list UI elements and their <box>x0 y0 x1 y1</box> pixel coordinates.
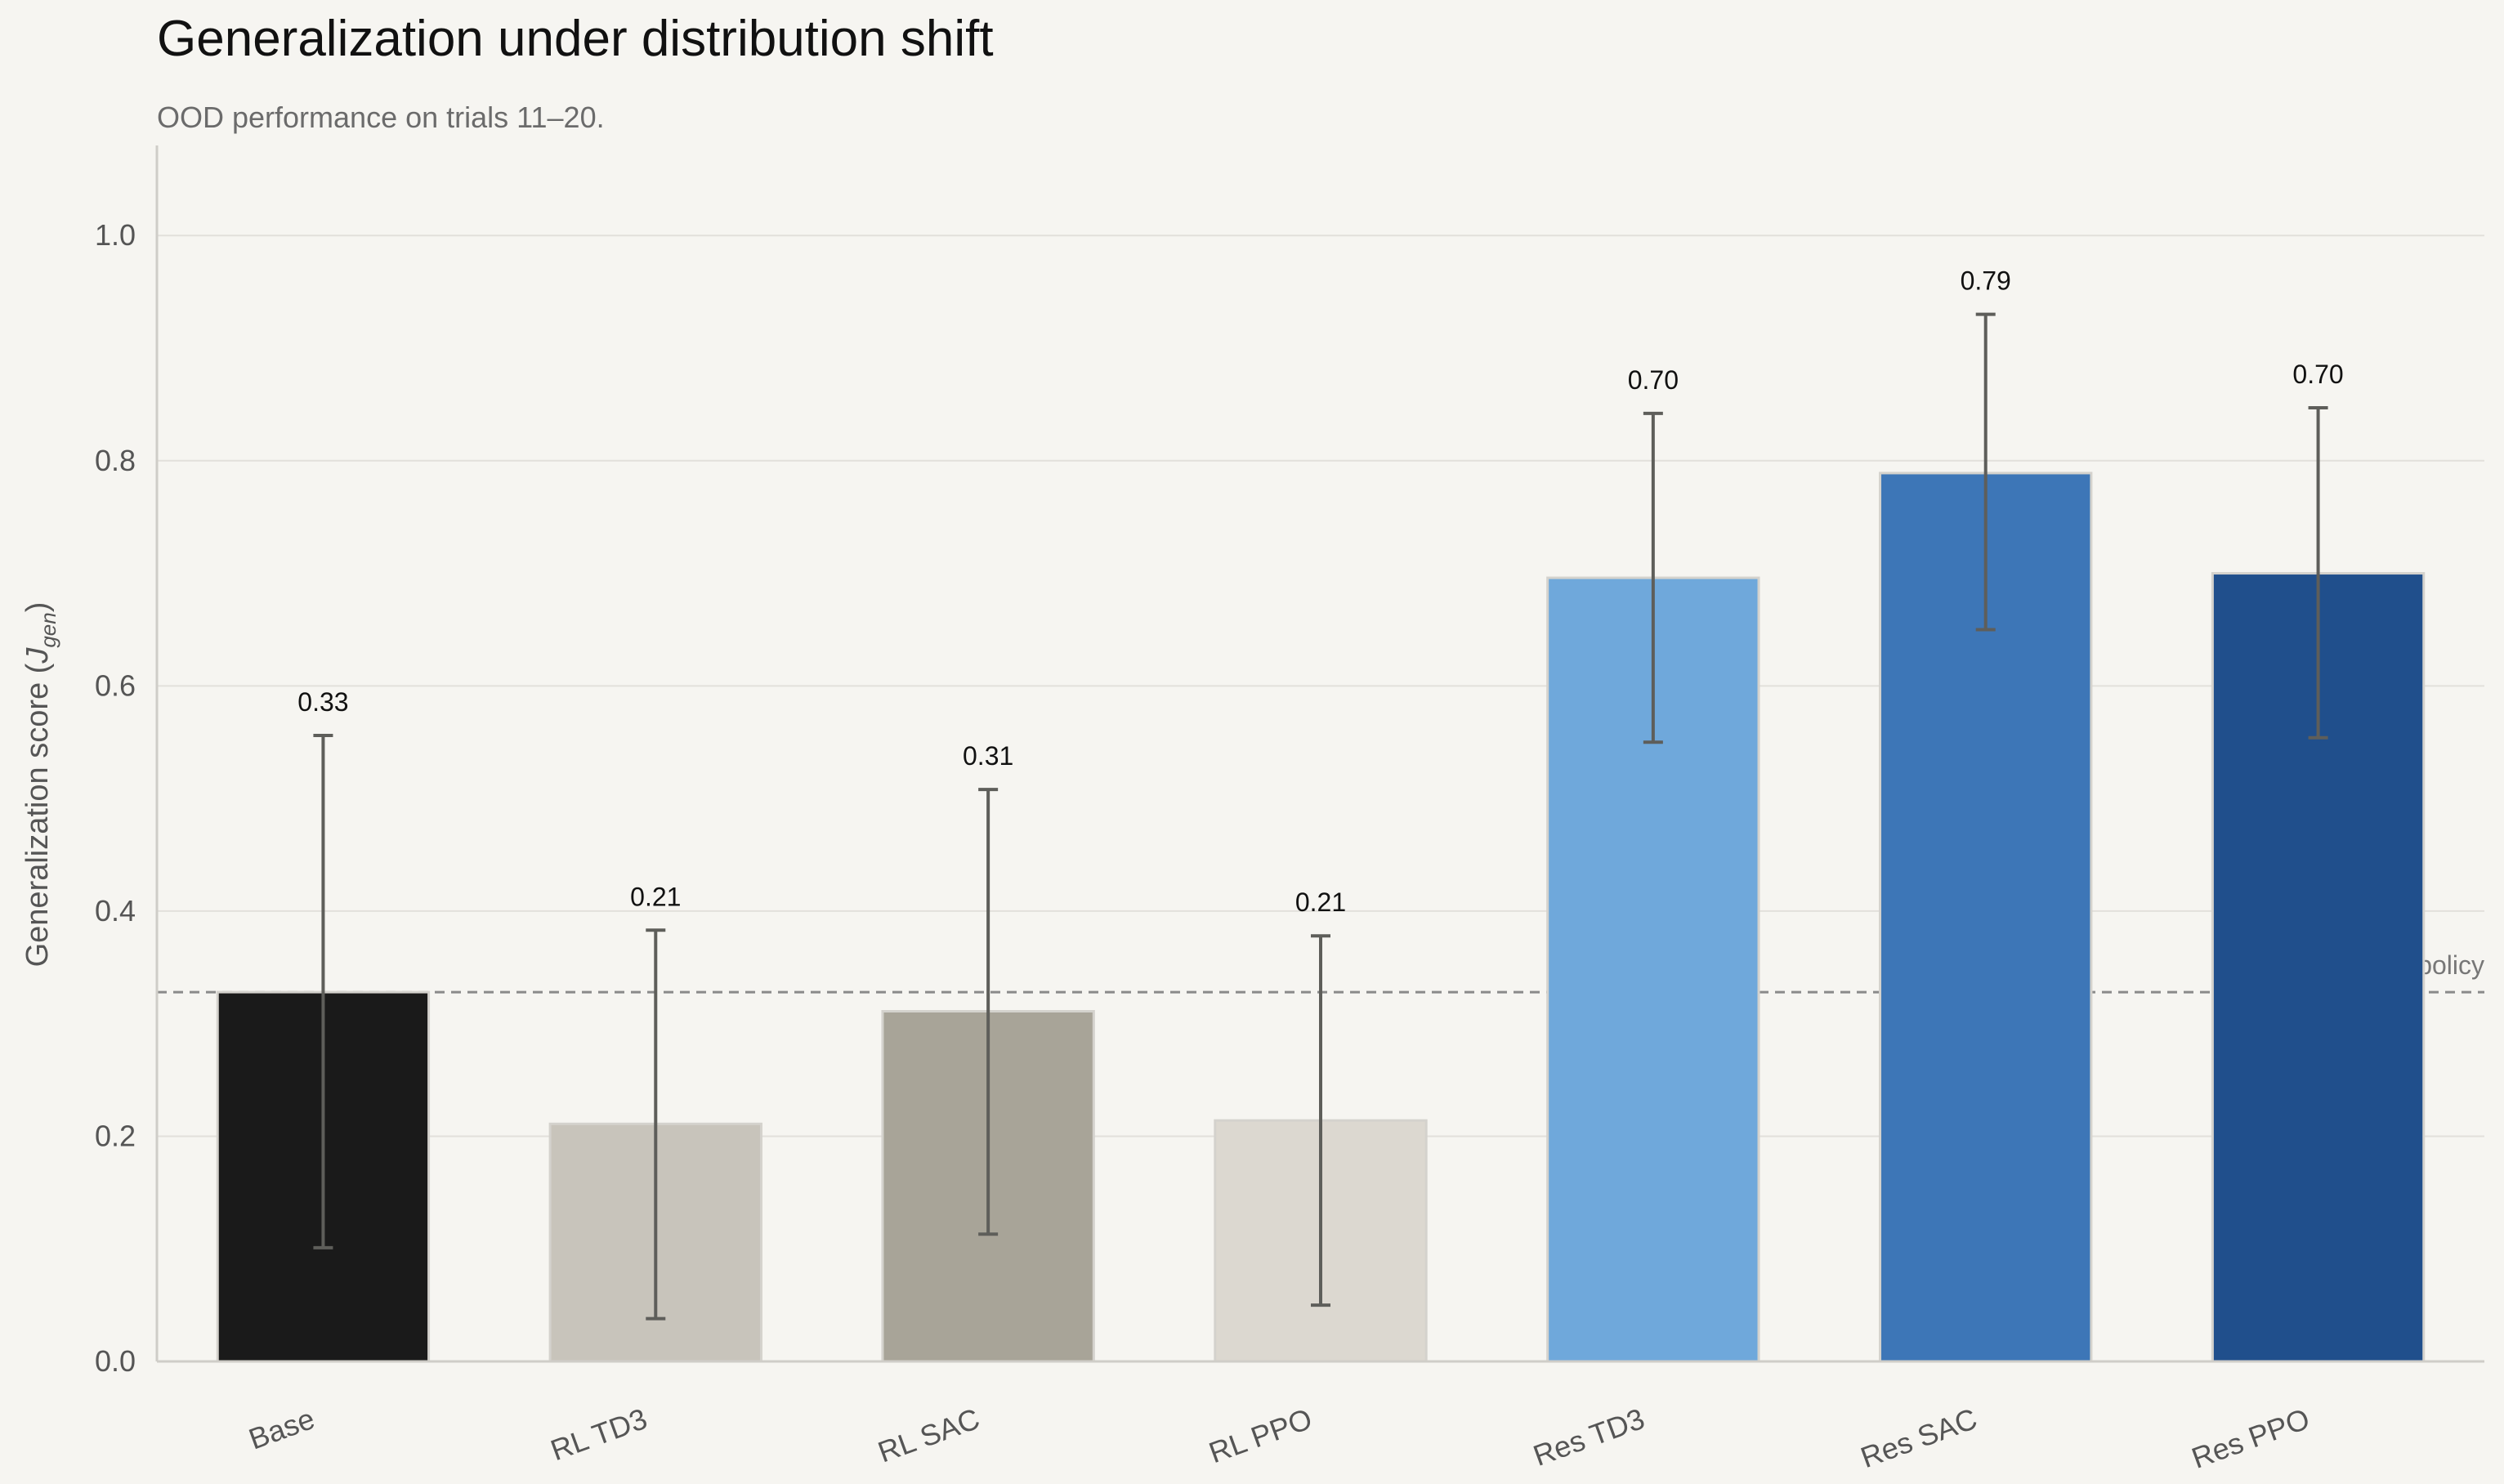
x-tick-label: Res TD3 <box>1529 1401 1649 1473</box>
bar-value-label: 0.33 <box>297 687 348 717</box>
x-tick-label: RL TD3 <box>546 1401 651 1467</box>
bar-value-label: 0.21 <box>630 882 681 911</box>
bar-value-label: 0.79 <box>1961 266 2011 296</box>
bar-value-label: 0.70 <box>2292 360 2343 389</box>
gridlines <box>157 235 2484 1138</box>
x-tick-label: RL PPO <box>1205 1401 1317 1469</box>
x-tick-label: Res SAC <box>1856 1401 1981 1474</box>
y-tick-label: 0.6 <box>95 668 136 702</box>
x-tick-label: RL SAC <box>874 1401 984 1469</box>
bar-value-label: 0.21 <box>1295 887 1346 917</box>
x-tick-label: Base <box>244 1401 319 1456</box>
chart-title: Generalization under distribution shift <box>157 11 994 67</box>
y-axis-label: Generalization score (Jgen) <box>20 602 60 968</box>
y-tick-label: 0.4 <box>95 894 136 928</box>
value-labels: 0.33 0.21 0.31 0.21 0.70 0.79 0.70 <box>297 266 2343 918</box>
y-tick-label: 0.8 <box>95 444 136 477</box>
x-tick-label: Res PPO <box>2187 1401 2314 1475</box>
error-bars <box>313 312 2328 1321</box>
y-tick-label: 1.0 <box>95 218 136 252</box>
bar-value-label: 0.31 <box>963 741 1013 771</box>
bar-value-label: 0.70 <box>1628 365 1679 395</box>
y-tick-label: 0.2 <box>95 1119 136 1152</box>
y-tick-label: 0.0 <box>95 1344 136 1378</box>
chart-subtitle: OOD performance on trials 11–20. <box>157 101 605 134</box>
